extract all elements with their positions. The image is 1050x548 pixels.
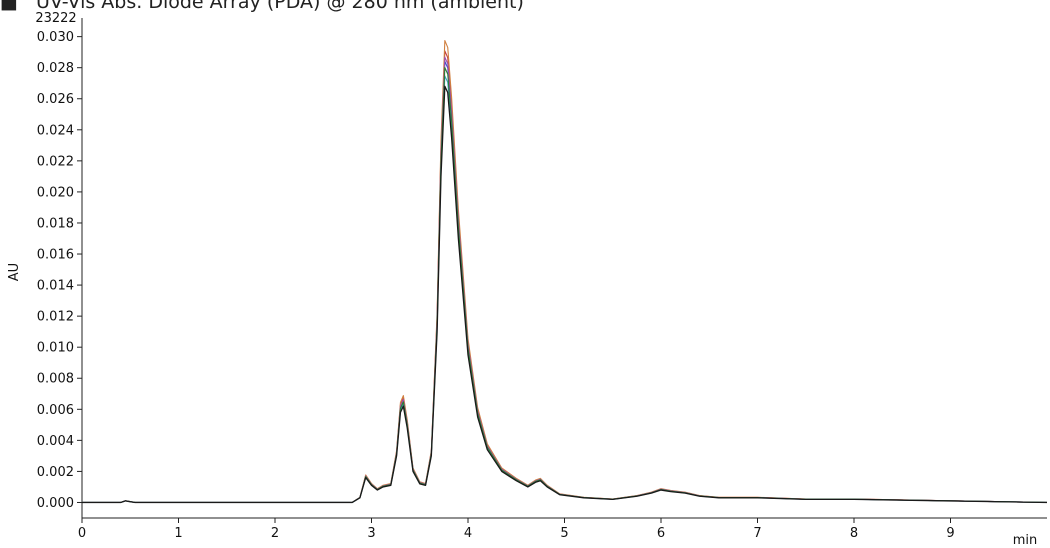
y-tick-label: 0.004 — [37, 434, 74, 449]
y-tick-label: 0.022 — [37, 154, 74, 169]
y-tick-label: 0.026 — [37, 92, 74, 107]
y-tick-label: 0.028 — [37, 61, 74, 76]
y-tick-label: 0.018 — [37, 216, 74, 231]
run-counter-label: 23222 — [35, 11, 76, 26]
y-axis-label: AU — [7, 263, 22, 281]
x-tick-label: 6 — [657, 526, 665, 541]
series-line-5 — [82, 75, 1048, 504]
series-line-4 — [82, 56, 1048, 504]
series-line-1 — [82, 60, 1048, 504]
series-line-6 — [82, 67, 1048, 504]
x-tick-label: 1 — [174, 526, 182, 541]
title-marker-icon: ■ — [0, 0, 18, 13]
y-tick-label: 0.012 — [37, 310, 74, 325]
y-tick-label: 0.000 — [37, 496, 74, 511]
x-axis-label: min — [1013, 533, 1038, 548]
x-tick-label: 5 — [560, 526, 568, 541]
y-tick-label: 0.006 — [37, 403, 74, 418]
chart-title-line: ■ UV-Vis Abs. Diode Array (PDA) @ 280 nm … — [0, 0, 524, 13]
x-tick-label: 9 — [946, 526, 954, 541]
x-tick-label: 8 — [850, 526, 858, 541]
x-tick-label: 2 — [271, 526, 279, 541]
axes: 0.000 0.002 0.004 0.006 0.008 0.010 0.012 0.014… — [37, 18, 1047, 541]
y-tick-label: 0.002 — [37, 465, 74, 480]
chart-title: UV-Vis Abs. Diode Array (PDA) @ 280 nm (… — [35, 0, 524, 13]
y-tick-label: 0.030 — [37, 30, 74, 45]
series-layer — [82, 39, 1048, 504]
series-line-0 — [82, 85, 1048, 504]
y-tick-label: 0.024 — [37, 123, 74, 138]
x-tick-label: 0 — [78, 526, 86, 541]
y-tick-label: 0.010 — [37, 341, 74, 356]
series-line-2 — [82, 50, 1048, 504]
x-tick-label: 7 — [753, 526, 761, 541]
series-line-3 — [82, 39, 1048, 504]
y-tick-label: 0.016 — [37, 248, 74, 263]
y-tick-label: 0.020 — [37, 185, 74, 200]
y-tick-label: 0.008 — [37, 372, 74, 387]
y-tick-label: 0.014 — [37, 279, 74, 294]
x-tick-label: 4 — [464, 526, 472, 541]
x-tick-label: 3 — [367, 526, 375, 541]
